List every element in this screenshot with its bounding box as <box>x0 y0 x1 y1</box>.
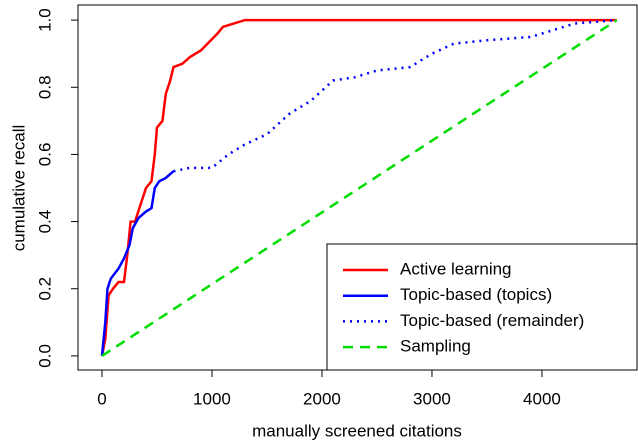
line-series <box>101 19 618 357</box>
y-axis-label: cumulative recall <box>9 125 28 252</box>
legend-label: Topic-based (topics) <box>400 285 552 304</box>
x-tick-label: 2000 <box>303 389 341 408</box>
y-tick-label: 0.2 <box>35 277 54 301</box>
x-tick-label: 1000 <box>193 389 231 408</box>
legend-label: Topic-based (remainder) <box>400 311 584 330</box>
y-tick-label: 0.0 <box>35 344 54 368</box>
legend-label: Active learning <box>400 259 512 278</box>
y-tick-label: 0.4 <box>35 210 54 234</box>
x-tick-label: 0 <box>97 389 106 408</box>
y-tick-label: 0.6 <box>35 143 54 167</box>
y-tick-label: 0.8 <box>35 75 54 99</box>
y-tick-label: 1.0 <box>35 8 54 32</box>
line-series <box>100 18 617 357</box>
x-axis-label: manually screened citations <box>252 421 462 440</box>
line-series <box>100 170 175 357</box>
legend-label: Sampling <box>400 337 471 356</box>
x-tick-label: 4000 <box>523 389 561 408</box>
legend-box <box>326 243 638 371</box>
line-series <box>173 18 617 173</box>
x-tick-label: 3000 <box>413 389 451 408</box>
